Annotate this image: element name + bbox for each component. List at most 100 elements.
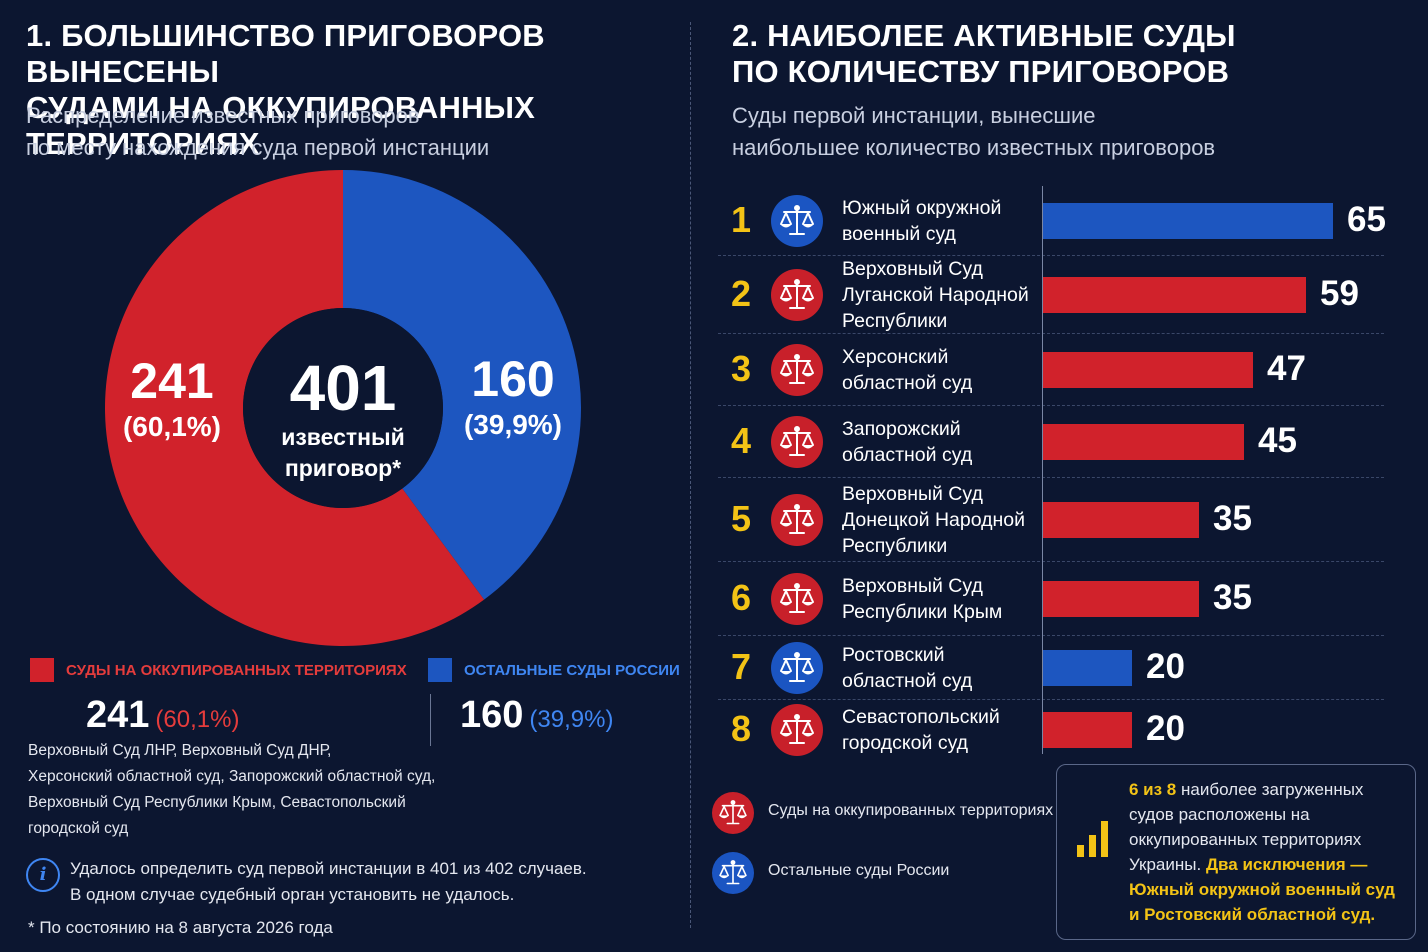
bar-value-label: 65	[1347, 200, 1386, 239]
court-name-line: Херсонский	[842, 346, 949, 368]
row-separator	[718, 255, 1384, 256]
slice-label-pct-russia: (39,9%)	[464, 409, 562, 440]
scales-of-justice-icon	[771, 704, 823, 756]
bar-value-label: 35	[1213, 578, 1252, 617]
bar-value-label: 59	[1320, 274, 1359, 313]
row-separator	[718, 635, 1384, 636]
row-separator	[718, 405, 1384, 406]
court-name-line: Южный окружной	[842, 197, 1002, 219]
left-subtitle-line: по месту нахождения суда первой инстанци…	[26, 135, 490, 160]
legend-value-occupied: 241 (60,1%)	[86, 694, 239, 737]
court-name-line: Верховный Суд	[842, 258, 983, 280]
slice-label-value-occupied: 241	[130, 353, 213, 409]
bar-value-label: 47	[1267, 349, 1306, 388]
bar-row: 4 Запорожский областной суд 45	[718, 406, 1418, 478]
rank-number: 8	[730, 708, 752, 749]
court-name-line: Севастопольский	[842, 706, 1000, 728]
row-separator	[718, 477, 1384, 478]
bar-chart-icon	[1077, 821, 1108, 857]
rank-number: 4	[730, 420, 752, 461]
slice-label-pct-occupied: (60,1%)	[123, 411, 221, 442]
legend-russia: Остальные суды России	[428, 658, 680, 682]
right-subtitle-line: Суды первой инстанции, вынесшие	[732, 103, 1096, 128]
bar-row: 5 Верховный Суд Донецкой Народной Республи…	[718, 478, 1418, 562]
court-name-line: Луганской Народной	[842, 284, 1029, 306]
footnote: * По состоянию на 8 августа 2026 года	[28, 918, 333, 937]
court-name: Верховный Суд Республики Крым	[842, 573, 1002, 625]
slice-label-value-russia: 160	[471, 351, 554, 407]
bar-value-label: 45	[1258, 421, 1297, 460]
court-name-line: областной суд	[842, 670, 973, 692]
scales-of-justice-icon	[771, 642, 823, 694]
description-line: Верховный Суд Республики Крым, Севастопо…	[28, 794, 406, 811]
summary-note-body: наиболее загруженных судов расположены н…	[1129, 780, 1364, 874]
rank-number: 1	[730, 199, 752, 240]
bar-row: 8 Севастопольский городской суд 20	[718, 700, 1418, 760]
right-panel: 2. Наиболее активные суды по количеству …	[692, 0, 1428, 952]
court-name-line: областной суд	[842, 444, 973, 466]
court-name-line: Республики Крым	[842, 601, 1003, 623]
scales-of-justice-icon	[771, 344, 823, 396]
rank-number: 5	[730, 498, 752, 539]
donut-slice-russia	[343, 170, 582, 600]
court-name-line: городской суд	[842, 732, 969, 754]
donut-center-label: известный	[281, 424, 405, 450]
legend-label-occupied: Суды на оккупированных территориях	[66, 661, 407, 679]
bar	[1043, 203, 1333, 239]
court-name-line: Республики	[842, 535, 948, 557]
right-title-line: 2. Наиболее активные суды	[732, 18, 1236, 53]
legend-count-occupied: 241	[86, 694, 150, 736]
left-title-line: 1. Большинство приговоров вынесены	[26, 18, 545, 89]
legend-count-russia: 160	[460, 694, 524, 736]
court-name-line: областной суд	[842, 372, 973, 394]
scales-of-justice-icon	[771, 195, 823, 247]
bar-value-label: 35	[1213, 499, 1252, 538]
right-subtitle: Суды первой инстанции, вынесшие наибольш…	[732, 100, 1215, 164]
bar-row: 1 Южный окружной военный суд 65	[718, 186, 1418, 256]
legend-occupied: Суды на оккупированных территориях	[30, 658, 407, 682]
bar-chart-axis	[1042, 186, 1043, 754]
court-name-line: военный суд	[842, 223, 956, 245]
bar	[1043, 581, 1199, 617]
rank-number: 7	[730, 646, 752, 687]
summary-note-highlight-count: 6 из 8	[1129, 780, 1177, 799]
info-icon: i	[26, 858, 60, 892]
left-panel: 1. Большинство приговоров вынесены судам…	[0, 0, 690, 952]
row-separator	[718, 699, 1384, 700]
rank-number: 3	[730, 348, 752, 389]
rank-number: 6	[730, 577, 752, 618]
row-separator	[718, 561, 1384, 562]
scales-of-justice-icon	[771, 494, 823, 546]
legend-swatch-occupied	[30, 658, 54, 682]
bar-value-label: 20	[1146, 709, 1185, 748]
description-line: Херсонский областной суд, Запорожский об…	[28, 768, 436, 785]
donut-center-total: 401	[290, 352, 397, 424]
bar-value-label: 20	[1146, 647, 1185, 686]
left-title: 1. Большинство приговоров вынесены судам…	[26, 18, 690, 162]
donut-slice-occupied	[105, 170, 485, 646]
legend-label-russia: Остальные суды России	[464, 661, 680, 679]
court-name: Верховный Суд Донецкой Народной Республики	[842, 481, 1025, 559]
scales-of-justice-icon	[771, 416, 823, 468]
donut-center-label: приговор*	[285, 455, 401, 481]
bar-row: 2 Верховный Суд Луганской Народной Республ…	[718, 256, 1418, 334]
left-subtitle-line: Распределение известных приговоров	[26, 103, 420, 128]
bar-row: 6 Верховный Суд Республики Крым 35	[718, 562, 1418, 636]
right-title-line: по количеству приговоров	[732, 54, 1230, 89]
info-note: Удалось определить суд первой инстанции …	[70, 856, 587, 908]
court-name: Запорожский областной суд	[842, 416, 972, 468]
legend-label-russia-courts: Остальные суды России	[768, 862, 950, 879]
legend-pct-russia: (39,9%)	[529, 706, 614, 733]
bar	[1043, 277, 1306, 313]
rank-number: 2	[730, 273, 752, 314]
legend-value-russia: 160 (39,9%)	[460, 694, 613, 737]
scales-of-justice-icon	[712, 852, 754, 894]
bar	[1043, 502, 1199, 538]
bar	[1043, 424, 1244, 460]
court-name-line: Верховный Суд	[842, 483, 983, 505]
legend-occupied-description: Верховный Суд ЛНР, Верховный Суд ДНР, Хе…	[28, 738, 435, 842]
description-line: городской суд	[28, 820, 129, 837]
summary-note-text: 6 из 8 наиболее загруженных судов распол…	[1129, 777, 1399, 927]
legend-pct-occupied: (60,1%)	[155, 706, 240, 733]
